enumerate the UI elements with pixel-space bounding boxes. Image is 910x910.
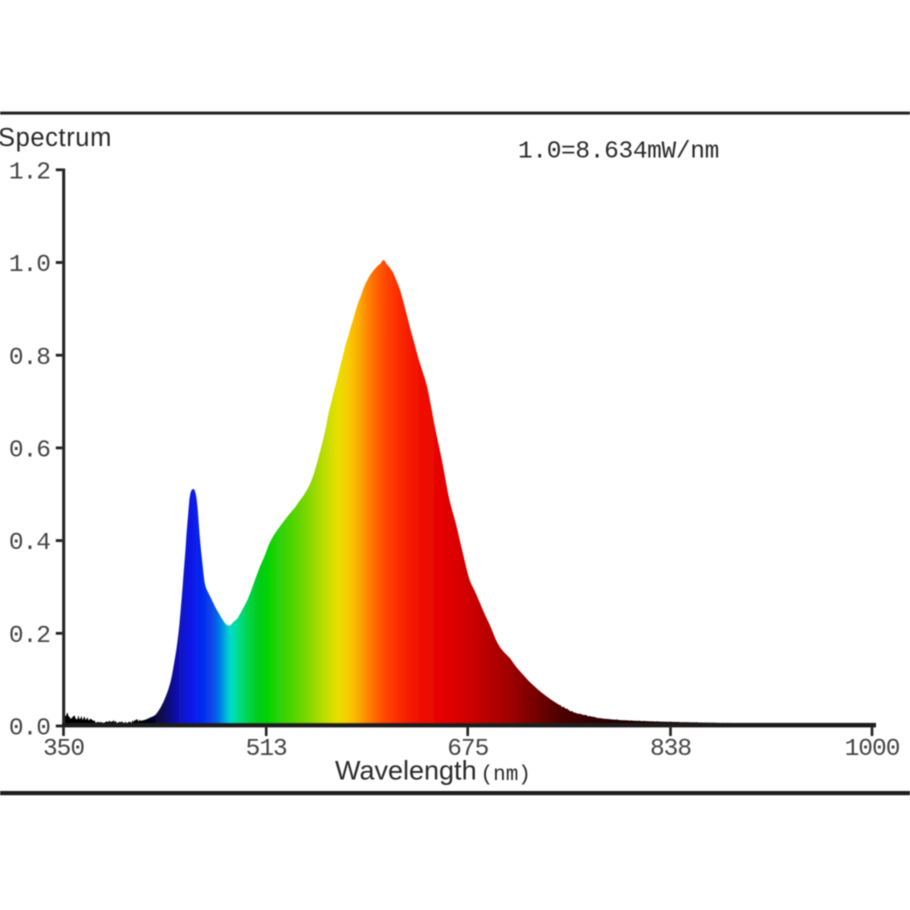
- svg-text:1000: 1000: [845, 736, 900, 763]
- svg-text:838: 838: [650, 736, 691, 763]
- svg-text:0.2: 0.2: [9, 623, 50, 650]
- svg-text:1.2: 1.2: [9, 159, 50, 186]
- svg-text:Spectrum: Spectrum: [0, 124, 112, 152]
- svg-text:1.0: 1.0: [9, 252, 50, 279]
- svg-text:513: 513: [246, 736, 287, 763]
- svg-text:0.8: 0.8: [9, 345, 50, 372]
- svg-text:1.0=8.634mW/nm: 1.0=8.634mW/nm: [518, 139, 719, 166]
- svg-text:Wavelength: Wavelength: [335, 756, 477, 786]
- svg-text:350: 350: [43, 736, 84, 763]
- svg-text:0.0: 0.0: [9, 716, 50, 743]
- svg-text:0.6: 0.6: [9, 438, 50, 465]
- svg-text:675: 675: [447, 736, 488, 763]
- svg-text:(nm): (nm): [481, 764, 531, 787]
- svg-text:0.4: 0.4: [9, 530, 50, 557]
